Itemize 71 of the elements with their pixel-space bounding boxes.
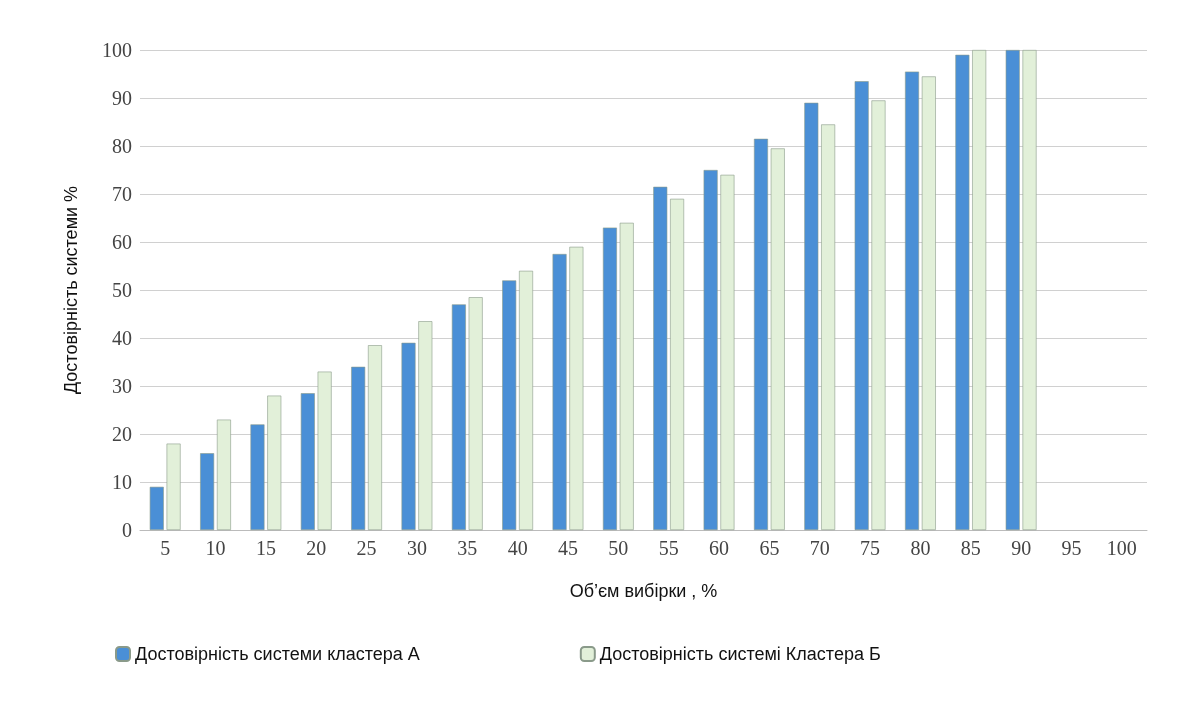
bar [1005, 50, 1020, 530]
bar [149, 486, 164, 530]
bar [955, 54, 970, 530]
bar [166, 443, 181, 530]
x-tick-label: 10 [205, 537, 226, 559]
bar [619, 222, 634, 530]
x-tick-label: 60 [709, 537, 730, 559]
bar [905, 71, 920, 530]
bar [804, 102, 819, 530]
y-tick-label: 70 [112, 183, 132, 205]
bar [703, 170, 718, 530]
x-tick-label: 40 [507, 537, 528, 559]
x-tick-label: 65 [759, 537, 780, 559]
bar [670, 198, 685, 530]
bar [250, 424, 265, 530]
bar [468, 297, 483, 530]
y-axis-title: Достовірність системи % [61, 185, 81, 395]
x-tick-label: 50 [608, 537, 629, 559]
bar [602, 227, 617, 530]
legend-label: Достовірність системі Кластера Б [599, 644, 881, 664]
bar [871, 100, 886, 530]
x-tick-label: 5 [160, 537, 171, 559]
x-tick-label: 80 [910, 537, 931, 559]
bar [216, 419, 231, 530]
bar [401, 342, 416, 530]
x-tick-label: 90 [1011, 537, 1032, 559]
y-tick-label: 50 [112, 279, 132, 301]
bar [367, 345, 382, 530]
y-tick-label: 40 [112, 327, 132, 349]
bar [351, 366, 366, 530]
y-tick-label: 30 [112, 375, 132, 397]
x-tick-label: 15 [255, 537, 276, 559]
x-tick-label: 100 [1106, 537, 1137, 559]
bar [921, 76, 936, 530]
bar [317, 371, 332, 530]
bar [1022, 50, 1037, 530]
bar [451, 304, 466, 530]
bar [854, 81, 869, 530]
bar [267, 395, 282, 530]
bar [569, 246, 584, 530]
x-tick-label: 55 [658, 537, 679, 559]
bar [200, 453, 215, 530]
bar [753, 138, 768, 530]
bar [653, 186, 668, 530]
bar [519, 270, 534, 530]
x-axis-title: Об’єм вибірки , % [569, 581, 718, 601]
x-tick-label: 75 [860, 537, 881, 559]
x-tick-label: 95 [1061, 537, 1082, 559]
y-tick-label: 90 [112, 87, 132, 109]
x-tick-label: 85 [960, 537, 981, 559]
x-tick-label: 30 [406, 537, 427, 559]
bar [300, 393, 315, 530]
bar [502, 280, 517, 530]
bar [770, 148, 785, 530]
y-tick-label: 80 [112, 135, 132, 157]
x-tick-label: 35 [457, 537, 478, 559]
bar [418, 321, 433, 530]
x-tick-label: 20 [306, 537, 327, 559]
y-tick-label: 0 [122, 519, 132, 541]
bar [972, 50, 987, 530]
legend-label: Достовірність системи кластера А [135, 644, 420, 664]
bar [552, 254, 567, 530]
x-tick-label: 70 [809, 537, 830, 559]
y-tick-label: 20 [112, 423, 132, 445]
y-tick-label: 60 [112, 231, 132, 253]
x-tick-label: 25 [356, 537, 377, 559]
bar [720, 174, 735, 530]
y-tick-label: 100 [102, 39, 132, 61]
bar [821, 124, 836, 530]
x-tick-label: 45 [557, 537, 578, 559]
y-tick-label: 10 [112, 471, 132, 493]
